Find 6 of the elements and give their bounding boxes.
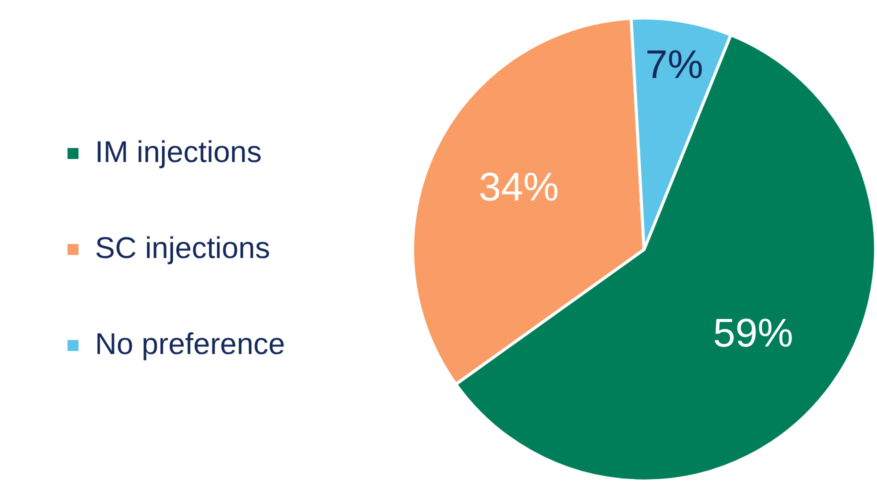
legend-label: No preference [95, 328, 286, 361]
data-label: 34% [478, 166, 559, 210]
data-label: 7% [645, 42, 704, 87]
legend-label: IM injections [95, 136, 262, 169]
legend-label: SC injections [95, 232, 270, 265]
data-label: 59% [713, 311, 794, 356]
